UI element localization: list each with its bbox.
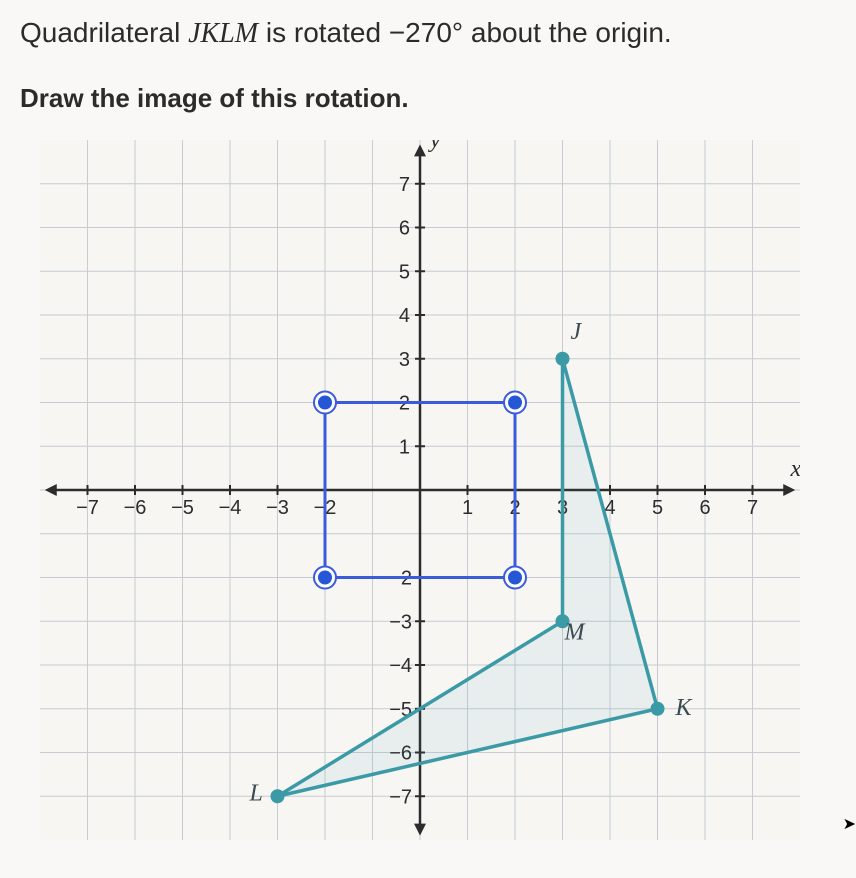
svg-text:−7: −7 (76, 497, 99, 519)
svg-text:−6: −6 (124, 497, 147, 519)
graph-container[interactable]: xy−7−6−5−4−3−212345671234567−2−3−4−5−6−7… (40, 140, 800, 840)
instruction-text: Draw the image of this rotation. (20, 83, 836, 114)
svg-text:−7: −7 (389, 786, 412, 808)
svg-text:7: 7 (399, 174, 410, 196)
svg-text:6: 6 (699, 497, 710, 519)
svg-text:y: y (428, 140, 441, 153)
svg-text:3: 3 (399, 349, 410, 371)
svg-text:x: x (790, 456, 801, 482)
svg-text:4: 4 (399, 305, 410, 327)
svg-text:−5: −5 (171, 497, 194, 519)
cursor-icon: ➤ (843, 814, 856, 834)
svg-text:−4: −4 (219, 497, 242, 519)
svg-text:K: K (675, 695, 694, 721)
svg-text:6: 6 (399, 218, 410, 240)
problem-statement: Quadrilateral JKLM is rotated −270° abou… (20, 12, 836, 55)
rotation-angle: −270° (389, 17, 463, 48)
svg-text:J: J (571, 319, 583, 345)
svg-text:1: 1 (462, 497, 473, 519)
svg-text:M: M (564, 619, 587, 645)
problem-suffix: about the origin. (463, 17, 672, 48)
coordinate-plane[interactable]: xy−7−6−5−4−3−212345671234567−2−3−4−5−6−7… (40, 140, 800, 840)
svg-text:−3: −3 (389, 611, 412, 633)
svg-text:7: 7 (747, 497, 758, 519)
svg-text:L: L (249, 780, 263, 806)
problem-mid: is rotated (258, 17, 389, 48)
shape-name: JKLM (188, 18, 258, 49)
svg-text:1: 1 (399, 436, 410, 458)
svg-text:5: 5 (652, 497, 663, 519)
svg-text:−4: −4 (389, 655, 412, 677)
svg-text:5: 5 (399, 261, 410, 283)
problem-prefix: Quadrilateral (20, 17, 188, 48)
svg-text:−3: −3 (266, 497, 289, 519)
